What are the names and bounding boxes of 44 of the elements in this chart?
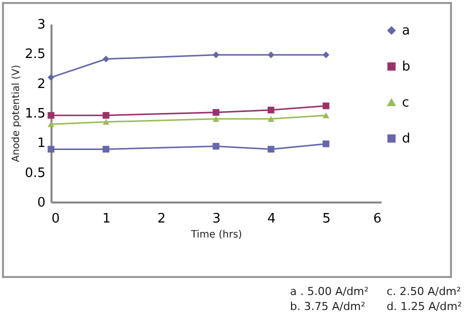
x-tick-label: 3	[212, 212, 221, 226]
text: b. 3.75 A/dm²	[290, 299, 366, 314]
point	[322, 102, 330, 110]
point	[322, 52, 330, 58]
point	[268, 52, 274, 58]
x-tick-label: 4	[267, 212, 276, 226]
point	[212, 109, 220, 116]
point	[102, 112, 110, 119]
x-tick-label: 1	[102, 212, 111, 226]
legend-label: a	[402, 24, 410, 38]
x-tick-label: 2	[157, 212, 166, 226]
y-tick-label: 3	[37, 18, 46, 32]
text: c. 2.50 A/dm²	[386, 284, 462, 299]
point	[322, 140, 330, 148]
legend-label: d	[402, 132, 410, 146]
point	[212, 142, 220, 150]
point	[268, 106, 274, 114]
point	[268, 116, 274, 122]
point	[212, 52, 220, 58]
y-tick-label: 0.5	[24, 166, 46, 181]
point	[48, 112, 54, 119]
x-tick-label: 0	[52, 212, 60, 226]
x-tick-label: 6	[373, 212, 382, 226]
point	[48, 146, 54, 153]
y-axis-title: Anode potential (V)	[10, 64, 22, 162]
text: a . 5.00 A/dm²	[290, 284, 369, 299]
y-tick-label: 1	[37, 136, 46, 152]
point	[268, 146, 274, 153]
point	[102, 56, 110, 62]
legend-label: c	[402, 96, 410, 110]
point	[48, 121, 54, 128]
point	[48, 74, 54, 81]
point	[102, 118, 110, 125]
point	[322, 112, 330, 118]
point	[102, 146, 110, 153]
point	[212, 116, 220, 122]
x-tick-label: 5	[322, 212, 331, 226]
legend-label: b	[402, 60, 410, 74]
text: d. 1.25 A/dm²	[386, 299, 462, 314]
y-tick-label: 0	[37, 196, 46, 210]
y-tick-label: 2.5	[24, 47, 46, 62]
x-axis-title: Time (hrs)	[190, 230, 242, 240]
y-tick-label: 2	[37, 76, 46, 92]
y-tick-label: 1.5	[24, 106, 46, 122]
